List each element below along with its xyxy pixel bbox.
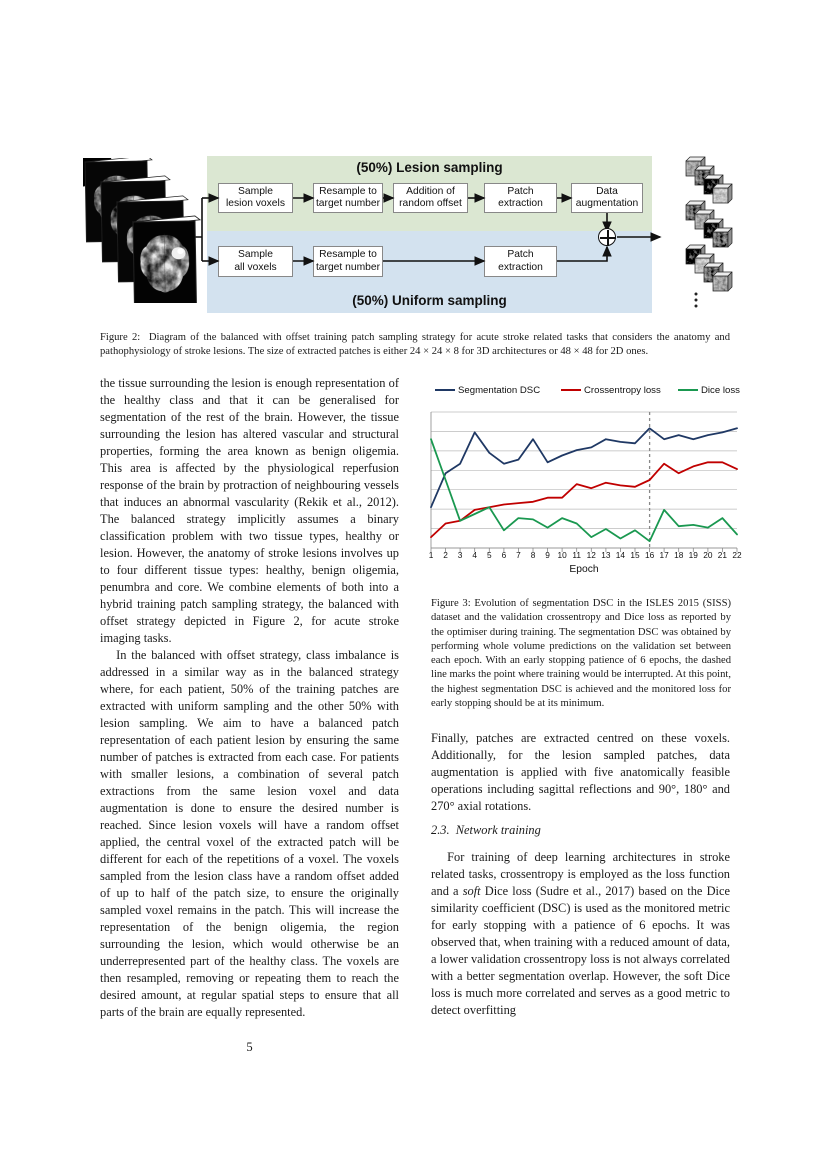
svg-text:4: 4 — [472, 550, 477, 560]
svg-text:10: 10 — [557, 550, 567, 560]
svg-text:8: 8 — [531, 550, 536, 560]
svg-text:6: 6 — [502, 550, 507, 560]
svg-text:Dice loss: Dice loss — [701, 385, 740, 396]
svg-text:21: 21 — [718, 550, 728, 560]
svg-text:3: 3 — [458, 550, 463, 560]
svg-text:14: 14 — [616, 550, 626, 560]
svg-text:19: 19 — [689, 550, 699, 560]
svg-text:12: 12 — [587, 550, 597, 560]
svg-text:2: 2 — [443, 550, 448, 560]
svg-text:17: 17 — [659, 550, 669, 560]
svg-text:16: 16 — [645, 550, 655, 560]
svg-text:15: 15 — [630, 550, 640, 560]
svg-text:22: 22 — [732, 550, 742, 560]
svg-text:11: 11 — [572, 550, 581, 560]
svg-text:5: 5 — [487, 550, 492, 560]
svg-text:13: 13 — [601, 550, 611, 560]
svg-text:Segmentation DSC: Segmentation DSC — [458, 385, 540, 396]
svg-text:7: 7 — [516, 550, 521, 560]
svg-text:18: 18 — [674, 550, 684, 560]
svg-text:9: 9 — [545, 550, 550, 560]
svg-text:20: 20 — [703, 550, 713, 560]
svg-text:Crossentropy loss: Crossentropy loss — [584, 385, 661, 396]
svg-text:1: 1 — [429, 550, 434, 560]
